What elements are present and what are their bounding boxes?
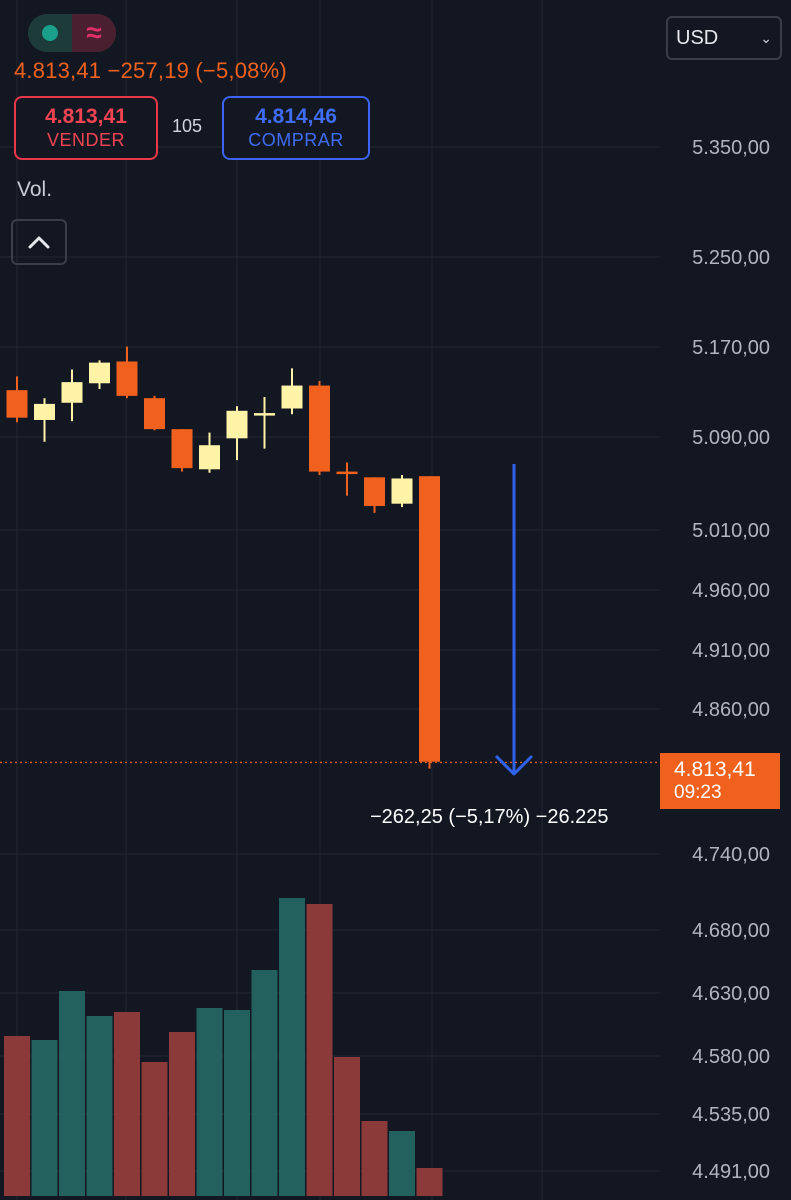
price-tick-label: 4.630,00 — [692, 983, 770, 1005]
price-tick-label: 4.491,00 — [692, 1161, 770, 1183]
volume-bar — [4, 1036, 30, 1196]
volume-label: Vol. — [17, 178, 53, 201]
price-tick-label: 5.170,00 — [692, 337, 770, 359]
volume-bar — [224, 1010, 250, 1196]
approx-mode-icon[interactable]: ≈ — [72, 14, 116, 52]
volume-bar — [141, 1062, 168, 1196]
collapse-button[interactable] — [11, 219, 67, 265]
candle-body — [391, 478, 413, 504]
price-tick-label: 5.090,00 — [692, 427, 770, 449]
candle-body — [226, 410, 248, 439]
candle-body — [199, 445, 220, 470]
chart-mode-toggle[interactable]: ≈ — [28, 14, 116, 52]
bar-countdown: 09:23 — [674, 782, 722, 803]
buy-label: COMPRAR — [248, 130, 344, 150]
chevron-up-icon — [28, 236, 50, 249]
measure-label: −262,25 (−5,17%) −26.225 — [370, 806, 609, 828]
volume-bar — [306, 904, 333, 1196]
volume-bar — [31, 1040, 58, 1196]
spread-value: 105 — [172, 116, 203, 136]
last-price-value: 4.813,41 — [674, 758, 756, 781]
candle-body — [281, 385, 303, 409]
candle-body — [116, 361, 138, 396]
buy-button[interactable]: 4.814,46 COMPRAR — [222, 96, 370, 160]
volume-bar — [334, 1057, 360, 1196]
price-change-line: 4.813,41 −257,19 (−5,08%) — [14, 58, 287, 83]
price-tick-label: 4.580,00 — [692, 1046, 770, 1068]
candles — [6, 346, 440, 769]
measure-arrow-icon — [494, 464, 534, 776]
volume-bar — [59, 991, 85, 1196]
price-tick-label: 5.350,00 — [692, 137, 770, 159]
last-price-badge: 4.813,41 09:23 — [660, 753, 780, 809]
price-tick-label: 5.250,00 — [692, 247, 770, 269]
volume-bar — [196, 1008, 223, 1196]
price-tick-label: 4.740,00 — [692, 844, 770, 866]
candle-body — [364, 477, 385, 506]
candle-body — [144, 398, 165, 430]
buy-price: 4.814,46 — [255, 105, 337, 128]
candle-body — [336, 471, 358, 475]
volume-bar — [389, 1131, 415, 1196]
volume-bar — [169, 1032, 195, 1196]
currency-select[interactable]: USD ⌄ — [666, 16, 782, 60]
sell-label: VENDER — [46, 130, 125, 150]
price-axis: 5.350,00 5.250,00 5.170,00 5.090,00 5.010,00… — [692, 137, 770, 1183]
volume-bar — [416, 1168, 443, 1196]
candle-body — [6, 390, 28, 418]
price-tick-label: 4.860,00 — [692, 699, 770, 721]
price-tick-label: 4.680,00 — [692, 920, 770, 942]
candle-body — [34, 403, 55, 420]
volume-bar — [251, 970, 278, 1196]
price-tick-label: 5.010,00 — [692, 520, 770, 542]
volume-bar — [114, 1012, 140, 1196]
volume-bars — [4, 898, 443, 1196]
price-tick-label: 4.910,00 — [692, 640, 770, 662]
price-tick-label: 4.535,00 — [692, 1104, 770, 1126]
status-dot-icon — [42, 25, 58, 41]
live-indicator — [28, 14, 72, 52]
price-tick-label: 4.960,00 — [692, 580, 770, 602]
candle-body — [309, 385, 330, 472]
candle-body — [419, 476, 440, 762]
sell-price: 4.813,41 — [45, 105, 127, 128]
candle-body — [254, 413, 275, 416]
volume-bar — [86, 1016, 113, 1196]
volume-bar — [279, 898, 305, 1196]
currency-value: USD — [676, 26, 719, 49]
candle-body — [89, 362, 110, 384]
chevron-down-icon: ⌄ — [760, 29, 772, 46]
volume-bar — [361, 1121, 388, 1196]
candle-body — [61, 382, 83, 403]
candle-body — [171, 429, 193, 469]
sell-button[interactable]: 4.813,41 VENDER — [14, 96, 158, 160]
